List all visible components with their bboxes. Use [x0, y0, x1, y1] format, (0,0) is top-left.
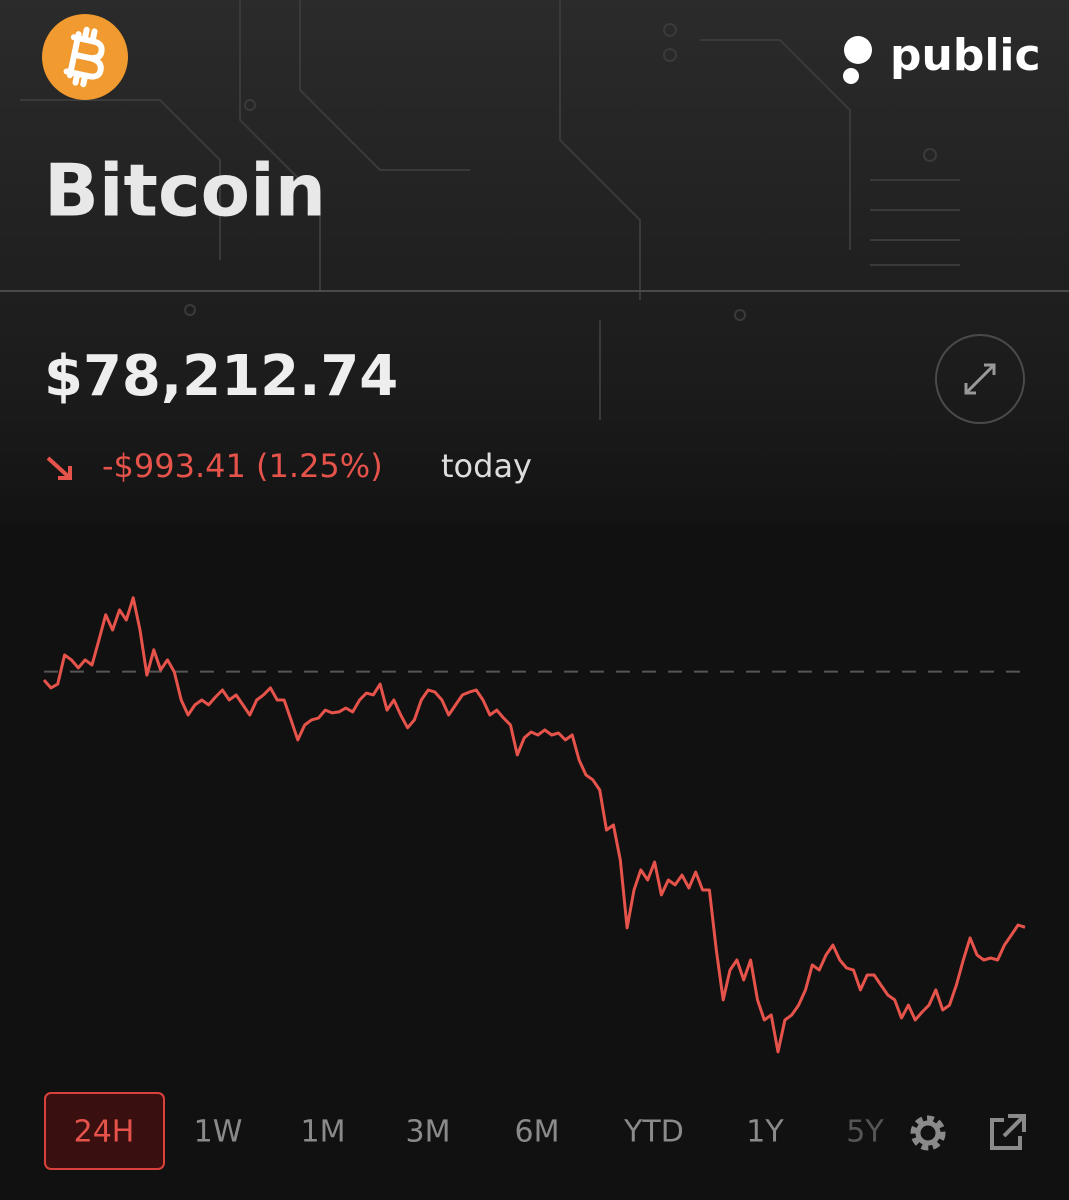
selected-tab-background	[44, 1092, 165, 1170]
chart-background	[0, 525, 1069, 1200]
range-tabs: 24H 1W 1M 3M 6M YTD 1Y 5Y	[44, 1092, 884, 1170]
bitcoin-logo	[42, 14, 128, 100]
range-tab[interactable]: 1W	[194, 1115, 243, 1150]
selected-range-tab[interactable]: 24H	[74, 1115, 135, 1150]
open-external-button[interactable]	[990, 1114, 1026, 1150]
price: $78,212.74	[44, 344, 398, 409]
price-chart	[42, 596, 1026, 1054]
brand-name: public	[890, 30, 1041, 81]
price-change: -$993.41 (1.25%)	[102, 447, 383, 485]
expand-button[interactable]	[935, 334, 1025, 424]
price-line	[42, 596, 1026, 1054]
asset-title: Bitcoin	[44, 149, 326, 233]
range-tab[interactable]: 3M	[406, 1115, 451, 1150]
range-tab[interactable]: 6M	[515, 1115, 560, 1150]
down-arrow	[46, 456, 72, 480]
range-tab[interactable]: YTD	[623, 1115, 684, 1150]
range-tab[interactable]: 5Y	[846, 1115, 884, 1150]
range-tab[interactable]: 1Y	[746, 1115, 784, 1150]
range-tab[interactable]: 1M	[301, 1115, 346, 1150]
circuit-decoration	[20, 0, 960, 420]
header-background	[0, 0, 1069, 525]
brand-logo: public	[843, 30, 1041, 84]
change-period: today	[441, 447, 532, 485]
settings-button[interactable]	[910, 1115, 946, 1151]
